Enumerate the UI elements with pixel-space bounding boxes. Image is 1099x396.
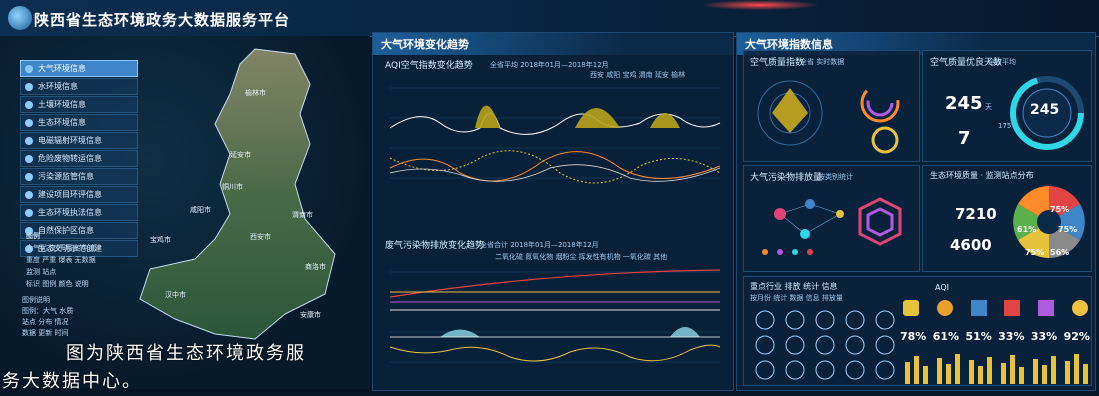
air-quality-subtitle: 全省 实时数据	[800, 58, 845, 66]
pollutant-chart-legend: 二氧化硫 氮氧化物 烟粉尘 挥发性有机物 一氧化碳 其他	[495, 253, 668, 261]
sidebar-item-enforcement[interactable]: 生态环境执法信息	[20, 204, 138, 221]
panel-title: 大气环境指数信息	[737, 33, 1095, 55]
sidebar-item-reserve[interactable]: 自然保护区信息	[20, 222, 138, 239]
map-legend-secondary: 图例说明 图例：大气 水质 站点 分布 情况 数据 更新 时间	[22, 296, 74, 337]
ecology-value-2: 4600	[950, 236, 992, 254]
pollution-subtitle: 按类别统计	[818, 173, 853, 181]
coin-icon	[936, 300, 953, 316]
excellent-days-small: 7	[958, 128, 971, 149]
aqi-chart-filters: 全省平均 2018年01月—2018年12月	[490, 61, 609, 69]
percent-value: 33%	[998, 330, 1025, 343]
flag-icon	[25, 244, 33, 253]
excellent-days-value: 245	[945, 93, 983, 114]
ecology-title: 生态环境质量 · 监测站点分布	[930, 171, 1034, 180]
factory-icon	[1004, 300, 1021, 316]
sidebar-item-radiation[interactable]: 电磁辐射环境信息	[20, 132, 138, 149]
air-radar-chart[interactable]	[750, 68, 915, 158]
photo-caption: 图为陕西省生态环境政务服 务大数据中心。	[2, 343, 306, 392]
map-city-label: 榆林市	[245, 89, 266, 97]
percent-value: 61%	[932, 330, 960, 343]
aqi-chart-title: AQI空气指数变化趋势	[385, 61, 473, 71]
pollutant-trend-chart[interactable]	[380, 262, 725, 384]
sidebar-item-soil[interactable]: 土壤环境信息	[20, 96, 138, 113]
scale-icon	[903, 300, 919, 316]
pollution-title: 大气污染物排放量	[750, 173, 823, 183]
province-map[interactable]	[135, 44, 345, 344]
pollutant-chart-filters: 全省合计 2018年01月—2018年12月	[480, 241, 599, 249]
sidebar-item-pollution[interactable]: 污染源监管信息	[20, 168, 138, 185]
map-city-label: 商洛市	[305, 263, 326, 271]
excellent-days-subtitle: 全省平均	[988, 58, 1016, 66]
monitor-icon	[1038, 300, 1055, 316]
excellent-days-unit: 天	[985, 103, 992, 111]
building-icon	[970, 300, 987, 316]
water-icon	[25, 82, 33, 91]
factory-icon	[25, 172, 33, 181]
industry-percents: 78% 61% 51% 33% 33% 92%	[900, 330, 1090, 343]
handshake-icon	[1071, 300, 1088, 316]
logo-icon	[8, 6, 32, 30]
map-city-label: 铜川市	[222, 183, 243, 191]
trend-panel: 大气环境变化趋势	[372, 32, 734, 391]
pollution-network-chart[interactable]	[750, 184, 915, 266]
pie-label: 75%	[1050, 205, 1070, 214]
pie-label: 75%	[1058, 225, 1078, 234]
percent-value: 33%	[1030, 330, 1058, 343]
aqi-trend-chart[interactable]	[380, 78, 725, 203]
industry-bar-strip	[905, 354, 1088, 384]
map-city-label: 渭南市	[292, 211, 313, 219]
pollutant-chart-title: 废气污染物排放变化趋势	[385, 241, 485, 251]
industry-icons	[903, 300, 1088, 320]
map-city-label: 汉中市	[165, 291, 186, 299]
header-glow	[700, 0, 820, 10]
sidebar-item-waste[interactable]: 危险废物转运信息	[20, 150, 138, 167]
soil-icon	[25, 100, 33, 109]
sidebar-item-ecology[interactable]: 生态环境信息	[20, 114, 138, 131]
sidebar-item-air[interactable]: 大气环境信息	[20, 60, 138, 77]
map-city-label: 西安市	[250, 233, 271, 241]
map-legend: 图例 大气优 良好 轻度 中度 重度 严重 爆表 无数据 监测 站点 标识 图例…	[26, 232, 96, 288]
percent-value: 78%	[900, 330, 927, 343]
truck-icon	[25, 154, 33, 163]
page-title: 陕西省生态环境政务大数据服务平台	[34, 11, 291, 29]
map-city-label: 宝鸡市	[150, 236, 171, 244]
panel-title: 大气环境变化趋势	[373, 33, 733, 55]
industry-dial-grid[interactable]	[750, 305, 900, 383]
percent-value: 51%	[965, 330, 992, 343]
tree-icon	[25, 226, 33, 235]
sidebar-item-water[interactable]: 水环境信息	[20, 78, 138, 95]
gauge-left-label: 175	[998, 122, 1012, 130]
sidebar-item-civilization[interactable]: 生态文明示范创建	[20, 240, 138, 257]
percent-value: 92%	[1063, 330, 1090, 343]
map-city-label: 安康市	[300, 311, 321, 319]
radiation-icon	[25, 136, 33, 145]
sidebar-menu: 大气环境信息 水环境信息 土壤环境信息 生态环境信息 电磁辐射环境信息 危险废物…	[20, 60, 138, 258]
pie-label: 61%	[1017, 225, 1037, 234]
industry-subtitle: 按月份 统计 数据 信息 排放量	[750, 294, 843, 302]
pie-label: 56%	[1050, 248, 1070, 257]
cloud-icon	[25, 64, 33, 73]
days-gauge[interactable]	[1008, 74, 1086, 152]
map-city-label: 延安市	[230, 151, 251, 159]
sidebar-item-projects[interactable]: 建设项目环评信息	[20, 186, 138, 203]
ecology-value-1: 7210	[955, 205, 997, 223]
ecology-pie-chart[interactable]	[1010, 180, 1088, 265]
air-quality-title: 空气质量指数	[750, 58, 805, 68]
gauge-value: 245	[1030, 102, 1060, 118]
industry-title: 重点行业 排放 统计 信息	[750, 282, 838, 291]
aqi-label: AQI	[935, 283, 949, 292]
excellent-days-title: 空气质量优良天数	[930, 58, 1003, 68]
shield-icon	[25, 208, 33, 217]
leaf-icon	[25, 118, 33, 127]
aqi-chart-legend: 西安 咸阳 宝鸡 渭南 延安 榆林	[590, 71, 686, 79]
pie-label: 75%	[1025, 248, 1045, 257]
building-icon	[25, 190, 33, 199]
map-city-label: 咸阳市	[190, 206, 211, 214]
